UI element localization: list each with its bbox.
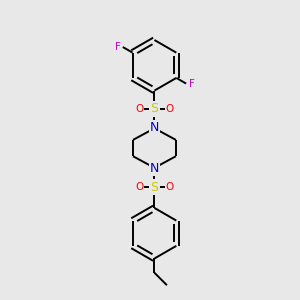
Text: S: S — [151, 181, 158, 194]
Text: F: F — [188, 79, 194, 88]
Text: F: F — [115, 42, 120, 52]
Text: S: S — [151, 103, 158, 116]
Text: N: N — [150, 162, 159, 175]
Text: O: O — [135, 104, 143, 114]
Text: N: N — [150, 121, 159, 134]
Text: O: O — [166, 182, 174, 192]
Text: O: O — [166, 104, 174, 114]
Text: O: O — [135, 182, 143, 192]
